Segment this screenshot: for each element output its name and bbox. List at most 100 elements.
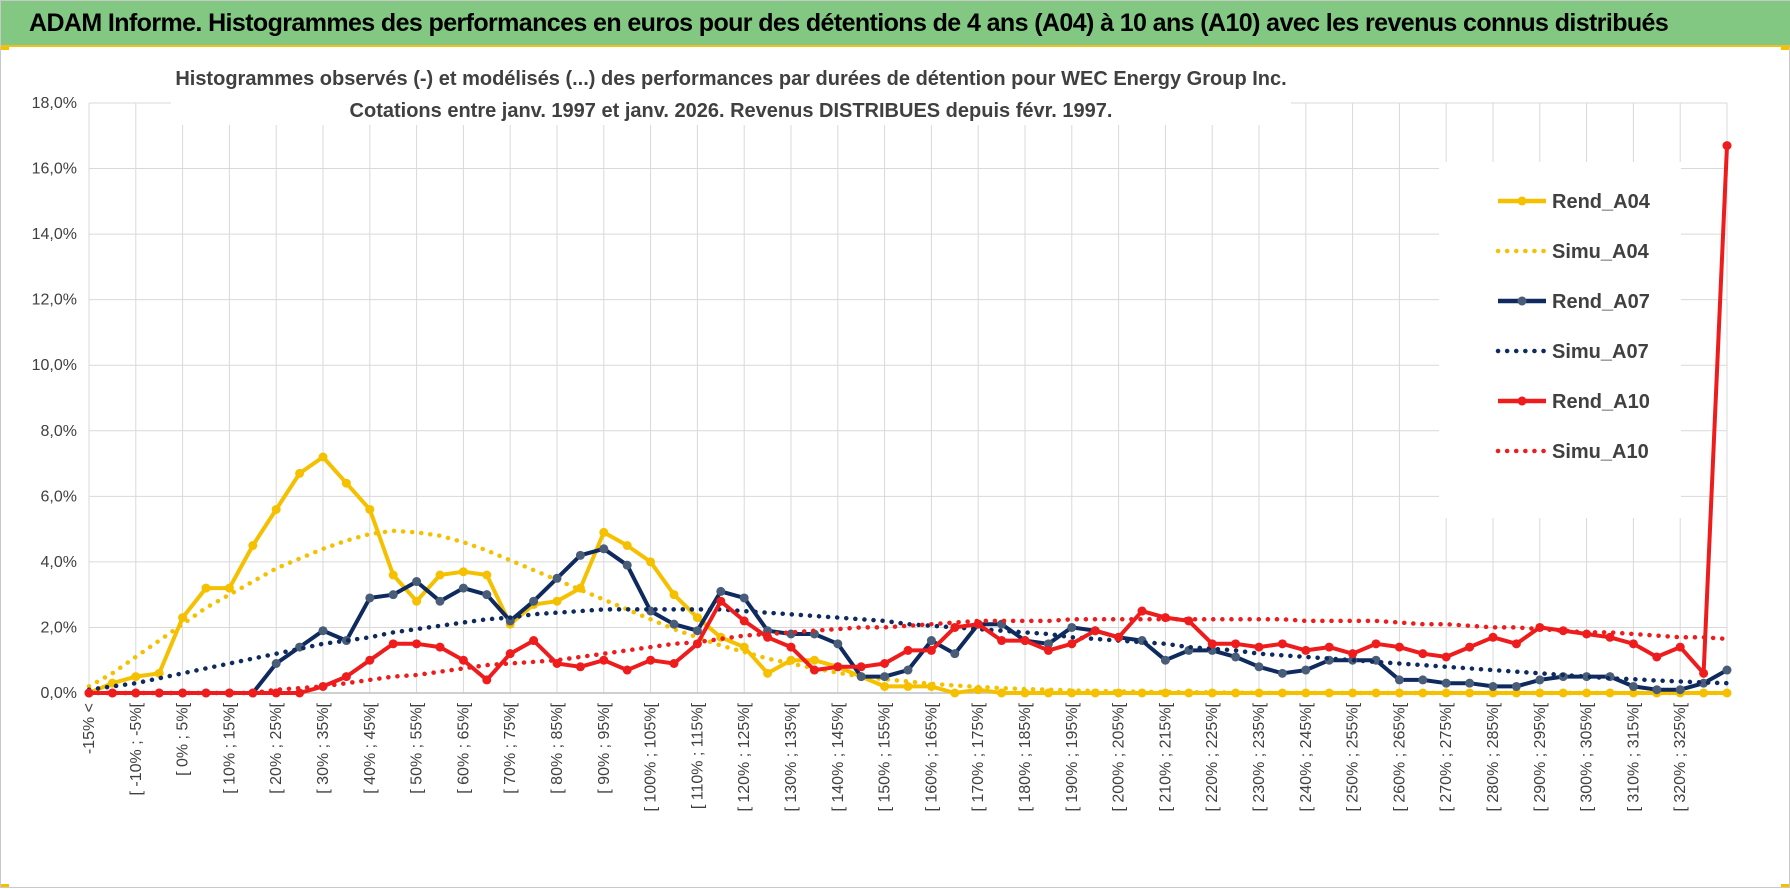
data-point-rend-a07 xyxy=(716,586,726,596)
data-point-rend-a07 xyxy=(1535,675,1545,685)
data-point-rend-a10 xyxy=(599,655,609,665)
data-point-rend-a04 xyxy=(435,570,445,580)
data-point-rend-a07 xyxy=(505,616,515,626)
x-tick-label: [ 50% ; 55%[ xyxy=(409,702,426,793)
data-point-rend-a10 xyxy=(482,675,492,685)
x-tick-label: [ 260% ; 265%[ xyxy=(1391,702,1408,811)
data-point-rend-a07 xyxy=(458,583,468,593)
data-point-rend-a04 xyxy=(950,688,960,698)
x-tick-label: [ 120% ; 125%[ xyxy=(736,702,753,811)
data-point-rend-a04 xyxy=(1699,688,1709,698)
y-tick-label: 8,0% xyxy=(41,423,77,440)
data-point-rend-a07 xyxy=(903,665,913,675)
data-point-rend-a04 xyxy=(248,541,258,550)
data-point-rend-a04 xyxy=(739,642,749,652)
data-point-rend-a10 xyxy=(1043,645,1053,655)
data-point-rend-a10 xyxy=(926,645,936,655)
data-point-rend-a10 xyxy=(1441,652,1451,662)
data-point-rend-a10 xyxy=(646,655,656,665)
data-point-rend-a07 xyxy=(1441,678,1451,688)
data-point-rend-a10 xyxy=(341,672,351,682)
data-point-rend-a10 xyxy=(1675,642,1685,652)
data-point-rend-a04 xyxy=(365,504,375,514)
report-title: ADAM Informe. Histogrammes des performan… xyxy=(29,9,1669,37)
x-tick-label: [ 100% ; 105%[ xyxy=(643,702,660,811)
data-point-rend-a10 xyxy=(154,688,164,698)
data-point-rend-a04 xyxy=(903,681,913,691)
x-tick-label: [ 190% ; 195%[ xyxy=(1064,702,1081,811)
x-tick-label: [ 160% ; 165%[ xyxy=(923,702,940,811)
data-point-rend-a04 xyxy=(1605,688,1615,698)
corner-mark xyxy=(1781,47,1789,50)
data-point-rend-a04 xyxy=(763,668,773,678)
y-tick-label: 16,0% xyxy=(32,161,77,178)
data-point-rend-a10 xyxy=(1628,639,1638,649)
data-point-rend-a10 xyxy=(1277,639,1287,649)
data-point-rend-a07 xyxy=(1160,655,1170,665)
data-point-rend-a10 xyxy=(505,649,515,659)
data-point-rend-a07 xyxy=(1301,665,1311,675)
data-point-rend-a10 xyxy=(178,688,188,698)
chart-series xyxy=(84,141,1732,698)
data-point-rend-a10 xyxy=(950,622,960,632)
data-point-rend-a07 xyxy=(1043,639,1053,649)
x-tick-label: [ 320% ; 325%[ xyxy=(1672,702,1689,811)
data-point-rend-a04 xyxy=(1394,688,1404,698)
data-point-rend-a07 xyxy=(739,593,749,603)
data-point-rend-a04 xyxy=(295,468,305,478)
data-point-rend-a10 xyxy=(1722,141,1732,151)
data-point-rend-a10 xyxy=(107,688,117,698)
data-point-rend-a10 xyxy=(1394,642,1404,652)
report-banner: ADAM Informe. Histogrammes des performan… xyxy=(1,1,1790,47)
data-point-rend-a10 xyxy=(1137,606,1147,616)
data-point-rend-a10 xyxy=(1488,632,1498,642)
x-axis-ticks: -15% < [ -10% ; -5%[[ 0% ; 5%[[ 10% ; 15%… xyxy=(81,702,1689,811)
data-point-rend-a10 xyxy=(1418,649,1428,659)
data-point-rend-a10 xyxy=(1020,636,1030,646)
data-point-rend-a07 xyxy=(388,590,398,600)
data-point-rend-a07 xyxy=(1675,685,1685,695)
x-tick-label: [ 220% ; 225%[ xyxy=(1204,702,1221,811)
chart-legend: Rend_A04 Simu_A04 Rend_A07 Simu_A07 Rend_A10… xyxy=(1439,162,1681,518)
data-point-rend-a07 xyxy=(692,626,702,636)
x-tick-label: [ 240% ; 245%[ xyxy=(1298,702,1315,811)
data-point-rend-a07 xyxy=(1722,665,1732,675)
x-tick-label: [ 250% ; 255%[ xyxy=(1345,702,1362,811)
x-tick-label: [ 280% ; 285%[ xyxy=(1485,702,1502,811)
data-point-rend-a04 xyxy=(809,655,819,665)
x-tick-label: [ 150% ; 155%[ xyxy=(877,702,894,811)
data-point-rend-a07 xyxy=(599,544,609,554)
x-tick-label: [ 140% ; 145%[ xyxy=(830,702,847,811)
series-line-simu-a10 xyxy=(86,617,1730,696)
legend-marker xyxy=(1517,196,1527,206)
x-tick-label: [ -10% ; -5%[ xyxy=(128,702,145,795)
data-point-rend-a10 xyxy=(1511,639,1521,649)
data-point-rend-a10 xyxy=(1231,639,1241,649)
x-tick-label: [ 70% ; 75%[ xyxy=(502,702,519,793)
legend-marker xyxy=(1517,396,1527,406)
data-point-rend-a07 xyxy=(1511,681,1521,691)
y-tick-label: 18,0% xyxy=(32,95,77,112)
data-point-rend-a10 xyxy=(880,659,890,668)
data-point-rend-a04 xyxy=(646,557,656,567)
y-tick-label: 14,0% xyxy=(32,226,77,243)
data-point-rend-a04 xyxy=(458,567,468,577)
data-point-rend-a07 xyxy=(950,649,960,659)
data-point-rend-a07 xyxy=(622,560,632,570)
data-point-rend-a07 xyxy=(365,593,375,603)
data-point-rend-a10 xyxy=(739,616,749,626)
data-point-rend-a07 xyxy=(1652,685,1662,695)
data-point-rend-a04 xyxy=(997,688,1007,698)
data-point-rend-a04 xyxy=(1324,688,1334,698)
data-point-rend-a10 xyxy=(365,655,375,665)
data-point-rend-a04 xyxy=(1488,688,1498,698)
legend-label-rend-a07: Rend_A07 xyxy=(1552,291,1650,313)
data-point-rend-a07 xyxy=(1699,678,1709,688)
data-point-rend-a04 xyxy=(224,583,234,593)
x-tick-label: [ 40% ; 45%[ xyxy=(362,702,379,793)
x-tick-label: [ 130% ; 135%[ xyxy=(783,702,800,811)
x-tick-label: [ 0% ; 5%[ xyxy=(175,702,192,775)
series-line-simu-a07 xyxy=(86,607,1730,692)
x-tick-label: [ 60% ; 65%[ xyxy=(455,702,472,793)
